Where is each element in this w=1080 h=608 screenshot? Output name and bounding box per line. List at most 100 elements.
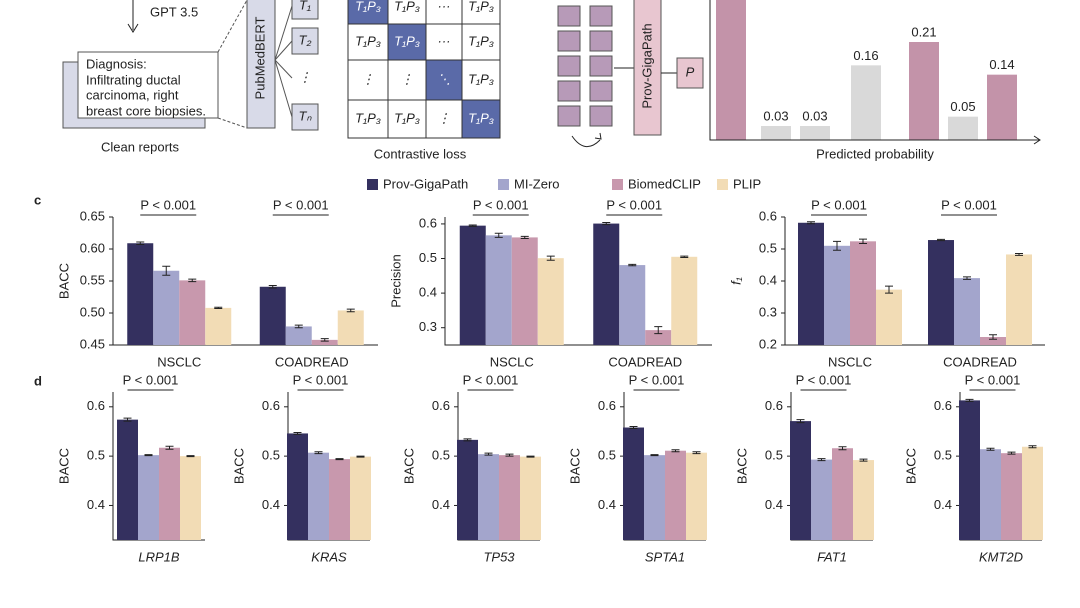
dash (217, 0, 248, 53)
bar (980, 337, 1006, 345)
bar (1001, 453, 1022, 540)
y-tick-label: 0.5 (759, 240, 777, 255)
value-label: 0.14 (989, 57, 1014, 72)
matrix-cell-label: T₁P₃ (468, 110, 494, 125)
value-label: 0.16 (853, 48, 878, 63)
report-branch: GPT 3.5 Diagnosis: Infiltrating ductal c… (62, 0, 276, 154)
legend-swatch (612, 179, 623, 190)
y-tick-label: 0.6 (262, 398, 280, 413)
matrix-cell (461, 59, 501, 101)
tile (557, 105, 581, 127)
error-bar (293, 431, 302, 435)
bar (959, 400, 980, 540)
error-bar (526, 455, 535, 458)
report-line: Diagnosis: (86, 56, 147, 71)
error-bar (1028, 445, 1037, 449)
value-label: 0.03 (763, 108, 788, 123)
error-bar (546, 255, 555, 261)
legend-label: PLIP (733, 176, 761, 191)
bar (645, 330, 672, 345)
x-axis-label: Predicted probability (816, 146, 934, 161)
bracket (274, 59, 293, 79)
contrastive-loss-label: Contrastive loss (374, 146, 467, 161)
error-bar (654, 326, 663, 335)
significance-label: P < 0.001 (941, 197, 997, 212)
token-box (291, 103, 319, 131)
error-bar (144, 454, 153, 457)
matrix-cell-label: T₁P₃ (355, 0, 381, 13)
matrix-cell-label: T₁P₃ (394, 0, 420, 13)
error-bar (520, 235, 529, 239)
error-bar (885, 285, 893, 294)
x-tick-label: NSCLC (828, 354, 872, 369)
bar (520, 456, 541, 540)
report-line: Infiltrating ductal (86, 72, 181, 87)
bar (499, 455, 520, 540)
token-label: ⋮ (299, 69, 312, 84)
y-axis-label: BACC (231, 448, 246, 484)
legend-swatch (367, 179, 378, 190)
matrix-cell-label: T₁P₃ (394, 33, 420, 48)
error-bar (629, 426, 638, 430)
matrix-cell-label: ⋮ (438, 110, 451, 125)
clean-reports-label: Clean reports (101, 139, 180, 154)
y-tick-label: 0.50 (80, 304, 105, 319)
y-axis-label: BACC (56, 263, 71, 299)
error-bar (989, 334, 997, 340)
bar (980, 449, 1001, 540)
loop-arrow-head (594, 132, 602, 140)
value-label: 0.21 (911, 24, 936, 39)
p-label: P (686, 64, 695, 79)
matrix-cell (461, 23, 501, 61)
matrix-cell-label: T₁P₃ (468, 33, 494, 48)
y-tick-label: 0.4 (419, 285, 437, 300)
bar (329, 459, 350, 540)
bar (800, 126, 830, 140)
tiles (557, 5, 613, 127)
bar (285, 326, 312, 345)
bar (987, 74, 1017, 140)
token-box (291, 27, 319, 55)
error-bar (314, 451, 323, 455)
error-bar (294, 324, 303, 329)
matrix-cell (347, 59, 389, 101)
panel-label: c (34, 192, 41, 207)
token-label: T₂ (299, 32, 312, 47)
bar (1006, 254, 1032, 345)
error-bar (817, 458, 826, 462)
similarity-matrix: T₁P₃ T₁P₃ ··· T₁P₃ T₁P₃ T₁P₃ ··· T₁P₃ ⋮ ⋮ ⋱ T₁P₃ T₁P… (347, 0, 501, 139)
bar (790, 421, 811, 540)
y-tick-label: 0.2 (759, 336, 777, 351)
y-tick-label: 0.6 (598, 398, 616, 413)
error-bar (1007, 451, 1016, 455)
y-tick-label: 0.60 (80, 240, 105, 255)
bar (337, 310, 364, 345)
error-bar (214, 306, 223, 310)
y-tick-label: 0.6 (765, 398, 783, 413)
legend-swatch (498, 179, 509, 190)
error-bar (1015, 252, 1023, 256)
y-axis-label: BACC (56, 448, 71, 484)
tile (589, 5, 613, 27)
axis-arrow (1033, 135, 1041, 145)
bar (478, 454, 499, 540)
error-bar (346, 308, 355, 313)
y-tick-label: 0.3 (759, 304, 777, 319)
report-line: carcinoma, right (86, 87, 179, 102)
error-bar (986, 447, 995, 451)
error-bar (505, 453, 514, 457)
error-bar (937, 238, 945, 242)
bar (686, 452, 707, 540)
bar (954, 278, 980, 345)
legend-label: MI-Zero (514, 176, 560, 191)
bar (350, 456, 371, 540)
bar (180, 456, 201, 540)
bar (287, 433, 308, 540)
bar (593, 223, 620, 345)
matrix-cell (347, 23, 389, 61)
error-bar (463, 438, 472, 442)
bar (761, 126, 791, 140)
report-line: breast core biopsies. (86, 103, 206, 118)
bar (153, 270, 180, 345)
